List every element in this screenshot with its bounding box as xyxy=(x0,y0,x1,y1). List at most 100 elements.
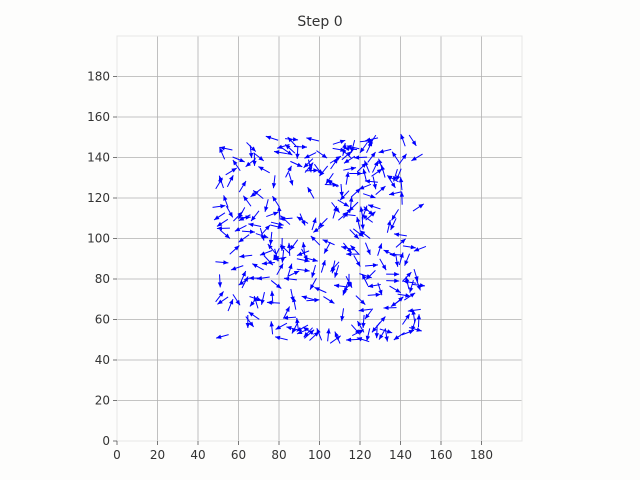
agent-arrow xyxy=(284,144,296,154)
agent-arrow xyxy=(229,245,240,255)
agent-arrow xyxy=(364,263,379,268)
agent-arrow xyxy=(281,147,293,156)
agent-arrow xyxy=(239,254,253,259)
agent-arrow xyxy=(283,276,297,282)
agent-arrow xyxy=(270,224,283,230)
agent-arrow xyxy=(215,177,223,190)
agent-arrow xyxy=(350,324,361,335)
chart-title: Step 0 xyxy=(297,14,342,30)
agent-arrow xyxy=(216,226,230,231)
agent-arrow xyxy=(390,218,397,231)
agent-arrow xyxy=(395,238,407,248)
agent-arrow xyxy=(416,314,422,328)
agent-arrow xyxy=(371,321,381,333)
agent-arrow xyxy=(354,155,368,160)
agent-arrow xyxy=(364,242,371,255)
agent-arrow xyxy=(361,314,366,328)
x-tick-label: 60 xyxy=(231,448,246,462)
agent-arrow xyxy=(362,168,367,182)
agent-arrow xyxy=(387,176,396,189)
agent-arrow xyxy=(212,204,226,209)
x-axis: 0 20 40 60 80 100 120 140 160 180 xyxy=(113,441,493,462)
agent-arrow xyxy=(358,183,372,190)
agent-arrow xyxy=(311,264,316,278)
agent-arrow xyxy=(398,153,407,165)
agent-arrow xyxy=(296,258,310,263)
agent-arrow xyxy=(364,308,374,320)
agent-arrow xyxy=(226,175,234,188)
agent-arrow xyxy=(350,187,361,198)
agent-arrow xyxy=(404,253,411,266)
agent-arrow xyxy=(314,163,323,175)
agent-arrow xyxy=(330,157,339,170)
agent-arrow xyxy=(391,209,399,221)
y-tick-label: 100 xyxy=(87,232,110,246)
agent-arrow xyxy=(295,317,300,331)
y-tick-label: 140 xyxy=(87,151,110,165)
agent-arrow xyxy=(295,145,300,159)
agent-arrow xyxy=(346,251,360,257)
agent-arrow xyxy=(353,255,361,267)
agent-arrow xyxy=(401,271,412,282)
agent-arrow xyxy=(248,222,262,228)
agent-arrow xyxy=(219,146,233,151)
agent-arrow xyxy=(343,155,356,164)
agent-arrow xyxy=(301,242,306,256)
agent-arrow xyxy=(304,329,315,339)
agent-arrow xyxy=(361,273,369,286)
agent-arrow xyxy=(412,203,425,212)
agent-arrow xyxy=(337,199,350,207)
agent-arrow xyxy=(342,142,347,156)
agent-arrow xyxy=(334,331,341,344)
agent-arrow xyxy=(359,141,368,154)
agent-arrow xyxy=(408,134,417,147)
agent-arrow xyxy=(343,166,357,171)
agent-arrow xyxy=(277,206,282,220)
y-tick-label: 40 xyxy=(95,353,110,367)
agent-arrow xyxy=(378,148,392,154)
agent-arrow xyxy=(332,205,338,219)
agent-arrow xyxy=(411,153,423,162)
agent-arrow xyxy=(320,259,326,273)
agent-arrow xyxy=(261,261,275,266)
agent-arrow xyxy=(407,308,421,313)
grid-layer xyxy=(116,36,522,442)
agent-arrow xyxy=(258,166,270,174)
agent-arrow xyxy=(227,298,234,312)
agent-arrow xyxy=(296,328,310,335)
agent-arrow xyxy=(248,145,254,159)
agent-arrow xyxy=(359,206,364,220)
y-tick-label: 160 xyxy=(87,110,110,124)
agent-arrow xyxy=(339,183,344,197)
agent-arrow xyxy=(309,331,320,341)
agent-arrow xyxy=(350,244,360,256)
agent-arrow xyxy=(375,185,386,196)
agent-arrow xyxy=(265,135,279,141)
agent-arrow xyxy=(367,292,381,297)
agent-arrow xyxy=(316,150,328,159)
agent-arrow xyxy=(285,165,292,178)
agent-arrow xyxy=(307,186,315,199)
y-tick-label: 20 xyxy=(95,394,110,408)
agent-arrow xyxy=(279,238,285,252)
agent-arrow xyxy=(289,239,299,251)
agent-arrow xyxy=(267,243,277,255)
agent-arrow xyxy=(356,320,365,333)
agent-arrow xyxy=(359,230,371,239)
agent-arrow xyxy=(397,293,411,298)
agent-arrow xyxy=(283,306,291,319)
agent-arrow xyxy=(363,193,376,199)
agent-arrow xyxy=(332,147,346,152)
agent-arrow xyxy=(331,260,336,274)
agent-arrow xyxy=(249,295,259,307)
agent-arrow xyxy=(260,291,265,305)
agent-arrow xyxy=(225,167,238,176)
agent-arrow xyxy=(238,180,247,193)
agent-arrow xyxy=(399,191,405,205)
agent-arrow xyxy=(371,168,383,177)
agent-arrow xyxy=(383,305,397,311)
agent-arrow xyxy=(365,270,376,280)
agent-arrow xyxy=(349,171,363,176)
agent-arrow xyxy=(246,142,257,152)
